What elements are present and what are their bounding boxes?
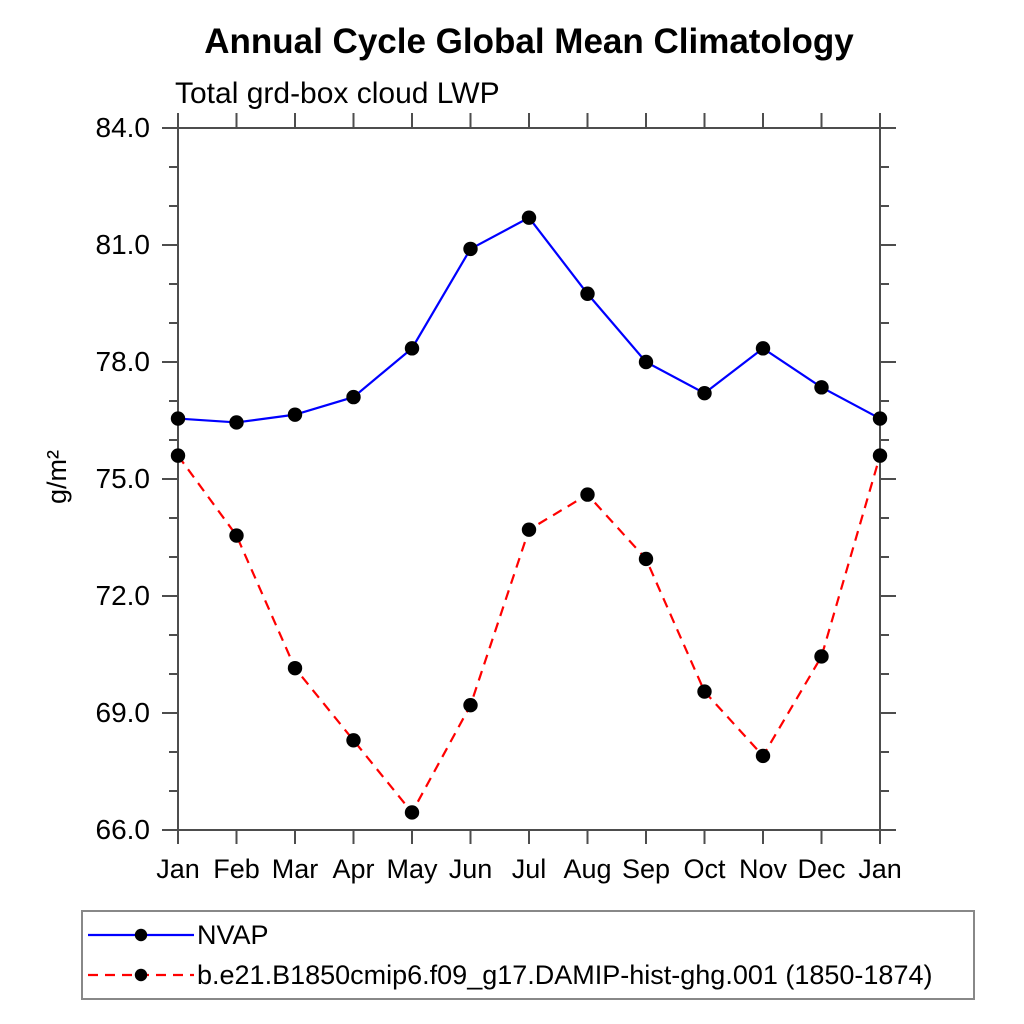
legend: NVAP b.e21.B1850cmip6.f09_g17.DAMIP-hist-… (81, 910, 975, 1000)
x-tick-label: Sep (621, 854, 671, 884)
data-point-marker (170, 448, 186, 463)
chart-subtitle: Total grd-box cloud LWP (175, 77, 500, 110)
data-point-marker (521, 522, 537, 537)
y-tick-label: 78.0 (95, 346, 151, 377)
data-point-marker (521, 210, 537, 225)
data-point-marker (814, 380, 829, 395)
x-tick-label: May (386, 854, 438, 884)
y-tick-label: 66.0 (95, 814, 151, 845)
data-point-marker (404, 805, 420, 820)
data-point-marker (580, 286, 595, 301)
data-point-marker (872, 448, 888, 463)
data-point-marker (580, 487, 595, 502)
y-tick-label: 72.0 (95, 580, 151, 611)
y-tick-label: 75.0 (95, 463, 151, 494)
legend-row: NVAP (83, 918, 973, 952)
x-tick-label: Mar (271, 854, 319, 884)
x-tick-label: Feb (213, 854, 260, 884)
y-tick-label: 84.0 (95, 112, 151, 143)
x-tick-label: Apr (332, 854, 375, 884)
legend-label: b.e21.B1850cmip6.f09_g17.DAMIP-hist-ghg.… (197, 959, 933, 990)
x-tick-label: Jun (448, 854, 493, 884)
x-tick-label: Jan (156, 854, 200, 884)
y-tick-label: 81.0 (95, 229, 151, 260)
data-point-marker (755, 748, 771, 764)
data-point-marker (755, 341, 771, 356)
x-tick-label: Aug (563, 854, 612, 884)
legend-label: NVAP (197, 919, 269, 950)
data-point-marker (170, 411, 186, 426)
data-point-marker (638, 354, 654, 370)
data-point-marker (346, 389, 361, 405)
x-tick-label: Nov (738, 854, 787, 884)
y-tick-label: 69.0 (95, 697, 151, 728)
x-tick-label: Jan (858, 854, 902, 884)
data-point-marker (229, 415, 244, 430)
x-tick-label: Oct (683, 854, 726, 884)
data-point-marker (346, 733, 361, 748)
legend-line-sample (88, 928, 194, 942)
plot-frame (177, 127, 881, 831)
data-point-marker (463, 698, 478, 713)
data-point-marker (697, 386, 712, 401)
legend-row: b.e21.B1850cmip6.f09_g17.DAMIP-hist-ghg.… (83, 958, 973, 992)
x-tick-label: Dec (797, 854, 846, 884)
data-point-marker (287, 407, 303, 422)
data-point-marker (229, 528, 244, 543)
data-point-marker (814, 649, 829, 664)
data-point-marker (638, 551, 654, 567)
series-line-0 (177, 216, 881, 424)
data-point-marker (287, 660, 303, 676)
chart-title: Annual Cycle Global Mean Climatology (204, 22, 854, 61)
data-point-marker (404, 341, 420, 356)
legend-line-sample (88, 968, 194, 982)
data-point-marker (697, 684, 712, 699)
series-line-1 (177, 454, 882, 815)
data-point-marker (872, 411, 888, 426)
x-tick-label: Jul (511, 854, 547, 884)
data-point-marker (463, 241, 478, 257)
